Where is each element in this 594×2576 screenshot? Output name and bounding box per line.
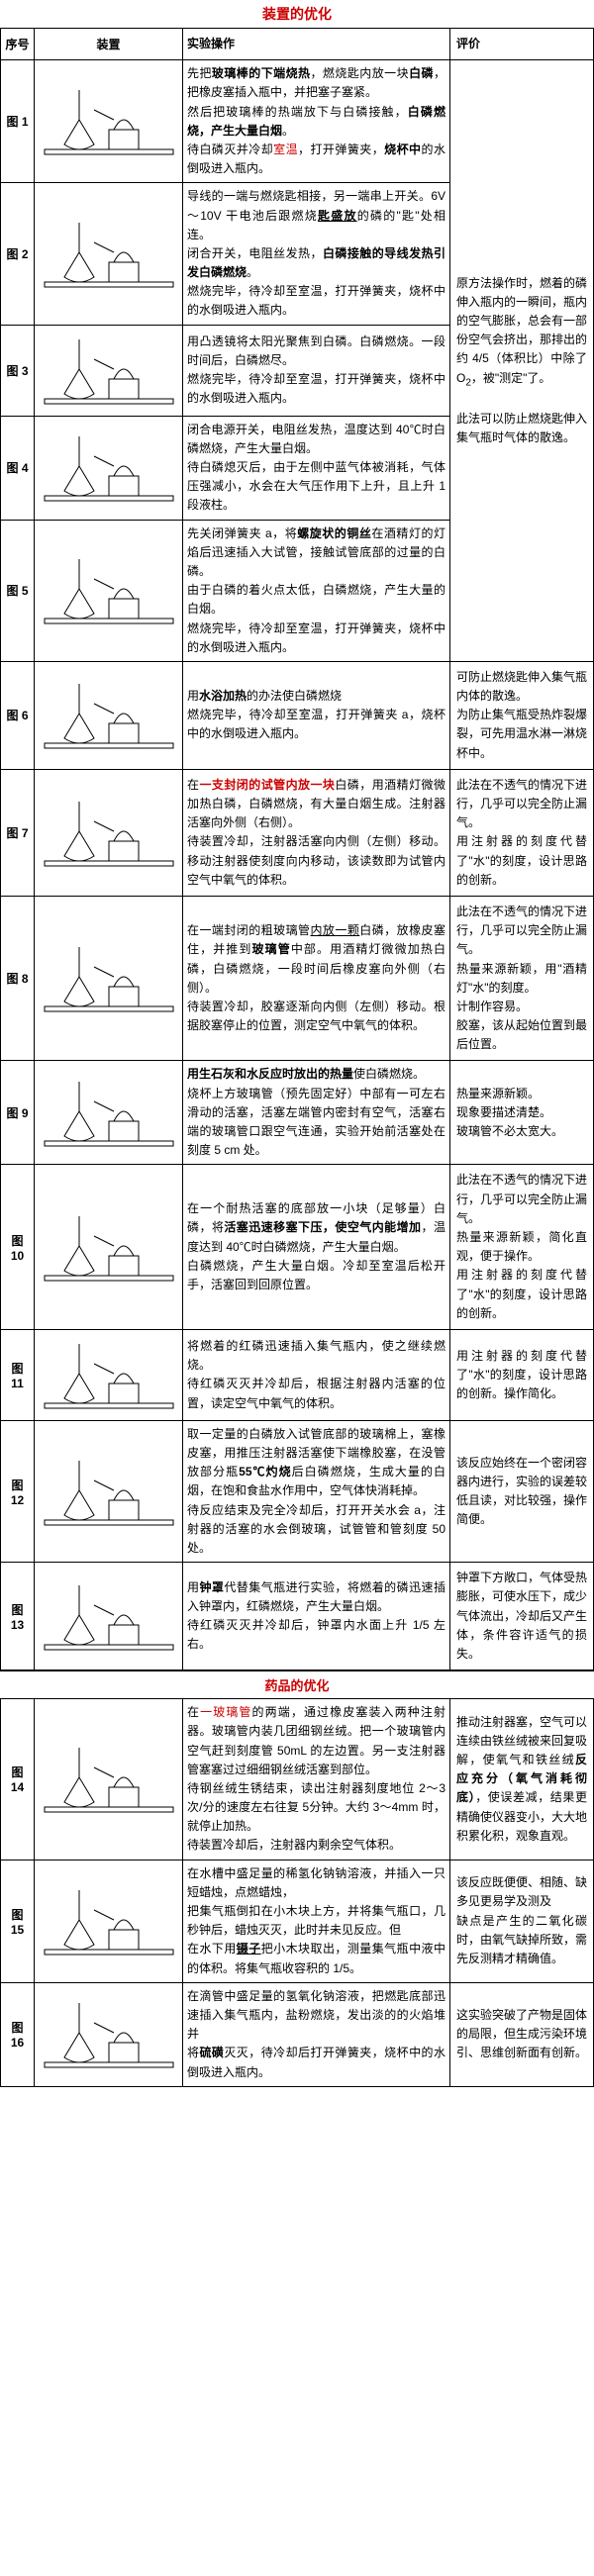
header-seq: 序号 [1, 29, 35, 60]
apparatus-diagram [40, 213, 178, 292]
apparatus-diagram [40, 937, 178, 1016]
row-eval: 该反应既便便、相随、缺多见更易学及测及缺点是产生的二氧化碳时，由氧气缺掉所致，需… [450, 1860, 594, 1982]
row-operation: 用凸透镜将太阳光聚焦到白磷。白磷燃烧。一段时间后，白磷燃尽。燃烧完毕，待冷却至室… [183, 325, 450, 416]
apparatus-diagram [40, 792, 178, 871]
apparatus-diagram [40, 1206, 178, 1286]
row-device [35, 661, 183, 769]
row-device [35, 769, 183, 896]
apparatus-diagram [40, 1334, 178, 1413]
row-seq: 图 1 [1, 60, 35, 183]
row-device [35, 1563, 183, 1670]
row-operation: 导线的一端与燃烧匙相接，另一端串上开关。6V～10V 干电池后跟燃烧匙盛放的磷的… [183, 183, 450, 325]
header-operation: 实验操作 [183, 29, 450, 60]
table-row: 图 10 在一个耐热活塞的底部放一小块（足够量）白磷，将活塞迅速移塞下压，使空气… [1, 1165, 594, 1330]
row-seq: 图 5 [1, 520, 35, 661]
row-eval: 钟罩下方敞口，气体受热膨胀，可使水压下，成少气体流出，冷却后又产生体，条件容许适… [450, 1563, 594, 1670]
row-operation: 在一支封闭的试管内放一块白磷，用酒精灯微微加热白磷，白磷燃烧，有大量白烟生成。注… [183, 769, 450, 896]
apparatus-diagram [40, 427, 178, 506]
row-seq: 图 8 [1, 896, 35, 1061]
row-device [35, 60, 183, 183]
table-row: 图 13 用钟罩代替集气瓶进行实验，将燃着的磷迅速插入钟罩内，红磷燃烧，产生大量… [1, 1563, 594, 1670]
table-row: 图 11 将燃着的红磷迅速插入集气瓶内，使之继续燃烧。待红磷灭灭并冷却后，根据注… [1, 1329, 594, 1420]
row-seq: 图 14 [1, 1699, 35, 1860]
row-operation: 用水浴加热的办法使白磷燃烧燃烧完毕，待冷却至室温，打开弹簧夹 a，烧杯中的水倒吸… [183, 661, 450, 769]
row-device [35, 325, 183, 416]
header-device: 装置 [35, 29, 183, 60]
row-seq: 图 2 [1, 183, 35, 325]
row-operation: 取一定量的白磷放入试管底部的玻璃棉上，塞橡皮塞，用推压注射器活塞使下端橡胶塞，在… [183, 1420, 450, 1562]
row-eval: 这实验突破了产物是固体的局限，但生成污染环境引、思维创新面有创新。 [450, 1982, 594, 2086]
row-operation: 在一端封闭的粗玻璃管内放一颗白磷，放橡皮塞住，并推到玻璃管中部。用酒精灯微微加热… [183, 896, 450, 1061]
table-row: 图 1 先把玻璃棒的下端烧热，燃烧匙内放一块白磷，把橡皮塞插入瓶中，并把塞子塞紧… [1, 60, 594, 183]
section-title-1: 装置的优化 [0, 0, 594, 28]
optimization-table-2: 图 14 在一玻璃管的两端，通过橡皮塞装入两种注射器。玻璃管内装几团细钢丝绒。把… [0, 1698, 594, 2087]
row-seq: 图 11 [1, 1329, 35, 1420]
apparatus-diagram [40, 80, 178, 159]
row-device [35, 896, 183, 1061]
apparatus-diagram [40, 1993, 178, 2072]
table-row: 图 14 在一玻璃管的两端，通过橡皮塞装入两种注射器。玻璃管内装几团细钢丝绒。把… [1, 1699, 594, 1860]
row-device [35, 1329, 183, 1420]
row-eval: 该反应始终在一个密闭容器内进行，实验的误差较低且读，对比较强，操作简便。 [450, 1420, 594, 1562]
row-device [35, 416, 183, 520]
apparatus-diagram [40, 1738, 178, 1817]
row-seq: 图 6 [1, 661, 35, 769]
row-operation: 用生石灰和水反应时放出的热量使白磷燃烧。烧杯上方玻璃管（预先固定好）中部有一可左… [183, 1061, 450, 1165]
header-eval: 评价 [450, 29, 594, 60]
row-operation: 在水槽中盛足量的稀氢化钠钠溶液，并插入一只短蜡烛，点燃蜡烛，把集气瓶倒扣在小木块… [183, 1860, 450, 1982]
optimization-table: 序号 装置 实验操作 评价 图 1 先把玻璃棒的下端烧热，燃烧匙内放一块白磷，把… [0, 28, 594, 1670]
row-device [35, 520, 183, 661]
row-eval: 可防止燃烧匙伸入集气瓶内体的散逸。为防止集气瓶受热炸裂爆裂，可先用温水淋一淋烧杯… [450, 661, 594, 769]
table-row: 图 7 在一支封闭的试管内放一块白磷，用酒精灯微微加热白磷，白磷燃烧，有大量白烟… [1, 769, 594, 896]
apparatus-diagram [40, 1880, 178, 1959]
row-eval: 推动注射器塞，空气可以连续由铁丝绒被来回复吸解，使氧气和铁丝绒反应充分（氧气消耗… [450, 1699, 594, 1860]
table-row: 图 6 用水浴加热的办法使白磷燃烧燃烧完毕，待冷却至室温，打开弹簧夹 a，烧杯中… [1, 661, 594, 769]
row-device [35, 1860, 183, 1982]
apparatus-diagram [40, 674, 178, 753]
apparatus-diagram [40, 1575, 178, 1655]
row-seq: 图 12 [1, 1420, 35, 1562]
table-row: 图 15 在水槽中盛足量的稀氢化钠钠溶液，并插入一只短蜡烛，点燃蜡烛，把集气瓶倒… [1, 1860, 594, 1982]
row-seq: 图 9 [1, 1061, 35, 1165]
row-eval: 此法在不透气的情况下进行，几乎可以完全防止漏气。用注射器的刻度代替了"水"的刻度… [450, 769, 594, 896]
section-title-2: 药品的优化 [0, 1670, 594, 1698]
row-eval: 此法在不透气的情况下进行，几乎可以完全防止漏气。热量来源新颖，简化直观，便于操作… [450, 1165, 594, 1330]
row-eval: 用注射器的刻度代替了"水"的刻度，设计思路的创新。操作简化。 [450, 1329, 594, 1420]
table-row: 图 8 在一端封闭的粗玻璃管内放一颗白磷，放橡皮塞住，并推到玻璃管中部。用酒精灯… [1, 896, 594, 1061]
row-operation: 先把玻璃棒的下端烧热，燃烧匙内放一块白磷，把橡皮塞插入瓶中，并把塞子塞紧。然后把… [183, 60, 450, 183]
apparatus-diagram [40, 1072, 178, 1151]
row-operation: 闭合电源开关，电阻丝发热，温度达到 40℃时白磷燃烧，产生大量白烟。待白磷熄灭后… [183, 416, 450, 520]
table-row: 图 16 在滴管中盛足量的氢氧化钠溶液，把燃匙底部迅速插入集气瓶内，盐粉燃烧，发… [1, 1982, 594, 2086]
apparatus-diagram [40, 549, 178, 628]
row-device [35, 1982, 183, 2086]
row-operation: 在一个耐热活塞的底部放一小块（足够量）白磷，将活塞迅速移塞下压，使空气内能增加，… [183, 1165, 450, 1330]
row-eval: 原方法操作时，燃着的磷伸入瓶内的一瞬间，瓶内的空气膨胀，总会有一部份空气会挤出，… [450, 60, 594, 662]
row-seq: 图 16 [1, 1982, 35, 2086]
row-device [35, 1699, 183, 1860]
row-operation: 先关闭弹簧夹 a，将螺旋状的铜丝在酒精灯的灯焰后迅速插入大试管，接触试管底部的过… [183, 520, 450, 661]
row-seq: 图 3 [1, 325, 35, 416]
row-device [35, 183, 183, 325]
row-device [35, 1061, 183, 1165]
row-seq: 图 13 [1, 1563, 35, 1670]
row-operation: 在一玻璃管的两端，通过橡皮塞装入两种注射器。玻璃管内装几团细钢丝绒。把一个玻璃管… [183, 1699, 450, 1860]
table-row: 图 9 用生石灰和水反应时放出的热量使白磷燃烧。烧杯上方玻璃管（预先固定好）中部… [1, 1061, 594, 1165]
row-operation: 用钟罩代替集气瓶进行实验，将燃着的磷迅速插入钟罩内，红磷燃烧，产生大量白烟。待红… [183, 1563, 450, 1670]
row-device [35, 1420, 183, 1562]
row-eval: 热量来源新颖。现象要描述清楚。玻璃管不必太宽大。 [450, 1061, 594, 1165]
row-seq: 图 7 [1, 769, 35, 896]
apparatus-diagram [40, 330, 178, 409]
row-operation: 将燃着的红磷迅速插入集气瓶内，使之继续燃烧。待红磷灭灭并冷却后，根据注射器内活塞… [183, 1329, 450, 1420]
table-row: 图 12 取一定量的白磷放入试管底部的玻璃棉上，塞橡皮塞，用推压注射器活塞使下端… [1, 1420, 594, 1562]
row-seq: 图 15 [1, 1860, 35, 1982]
row-eval: 此法在不透气的情况下进行，几乎可以完全防止漏气。热量来源新颖，用"酒精灯"水"的… [450, 896, 594, 1061]
row-operation: 在滴管中盛足量的氢氧化钠溶液，把燃匙底部迅速插入集气瓶内，盐粉燃烧，发出淡的的火… [183, 1982, 450, 2086]
row-device [35, 1165, 183, 1330]
row-seq: 图 4 [1, 416, 35, 520]
apparatus-diagram [40, 1451, 178, 1530]
row-seq: 图 10 [1, 1165, 35, 1330]
